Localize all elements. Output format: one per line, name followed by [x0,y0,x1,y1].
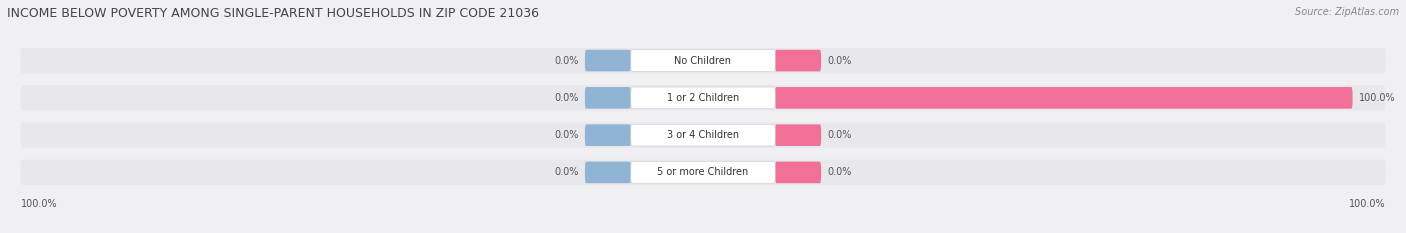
FancyBboxPatch shape [585,87,631,109]
Text: INCOME BELOW POVERTY AMONG SINGLE-PARENT HOUSEHOLDS IN ZIP CODE 21036: INCOME BELOW POVERTY AMONG SINGLE-PARENT… [7,7,538,20]
FancyBboxPatch shape [585,162,631,183]
FancyBboxPatch shape [631,162,775,183]
FancyBboxPatch shape [21,48,1385,73]
FancyBboxPatch shape [21,85,1385,110]
Text: 0.0%: 0.0% [554,130,578,140]
FancyBboxPatch shape [775,162,821,183]
FancyBboxPatch shape [585,124,631,146]
Text: 1 or 2 Children: 1 or 2 Children [666,93,740,103]
FancyBboxPatch shape [631,87,775,109]
Text: 5 or more Children: 5 or more Children [658,168,748,177]
Text: 100.0%: 100.0% [1360,93,1396,103]
Text: No Children: No Children [675,56,731,65]
Text: 0.0%: 0.0% [554,93,578,103]
Text: 0.0%: 0.0% [828,56,852,65]
FancyBboxPatch shape [775,124,821,146]
FancyBboxPatch shape [631,124,775,146]
Text: 0.0%: 0.0% [554,56,578,65]
FancyBboxPatch shape [21,160,1385,185]
Text: 0.0%: 0.0% [828,130,852,140]
Text: 0.0%: 0.0% [828,168,852,177]
FancyBboxPatch shape [775,50,821,71]
FancyBboxPatch shape [585,50,631,71]
FancyBboxPatch shape [631,50,775,71]
Text: 0.0%: 0.0% [554,168,578,177]
Text: 100.0%: 100.0% [21,199,58,209]
Text: 3 or 4 Children: 3 or 4 Children [666,130,740,140]
FancyBboxPatch shape [21,123,1385,148]
Text: Source: ZipAtlas.com: Source: ZipAtlas.com [1295,7,1399,17]
FancyBboxPatch shape [775,87,1353,109]
Text: 100.0%: 100.0% [1348,199,1385,209]
